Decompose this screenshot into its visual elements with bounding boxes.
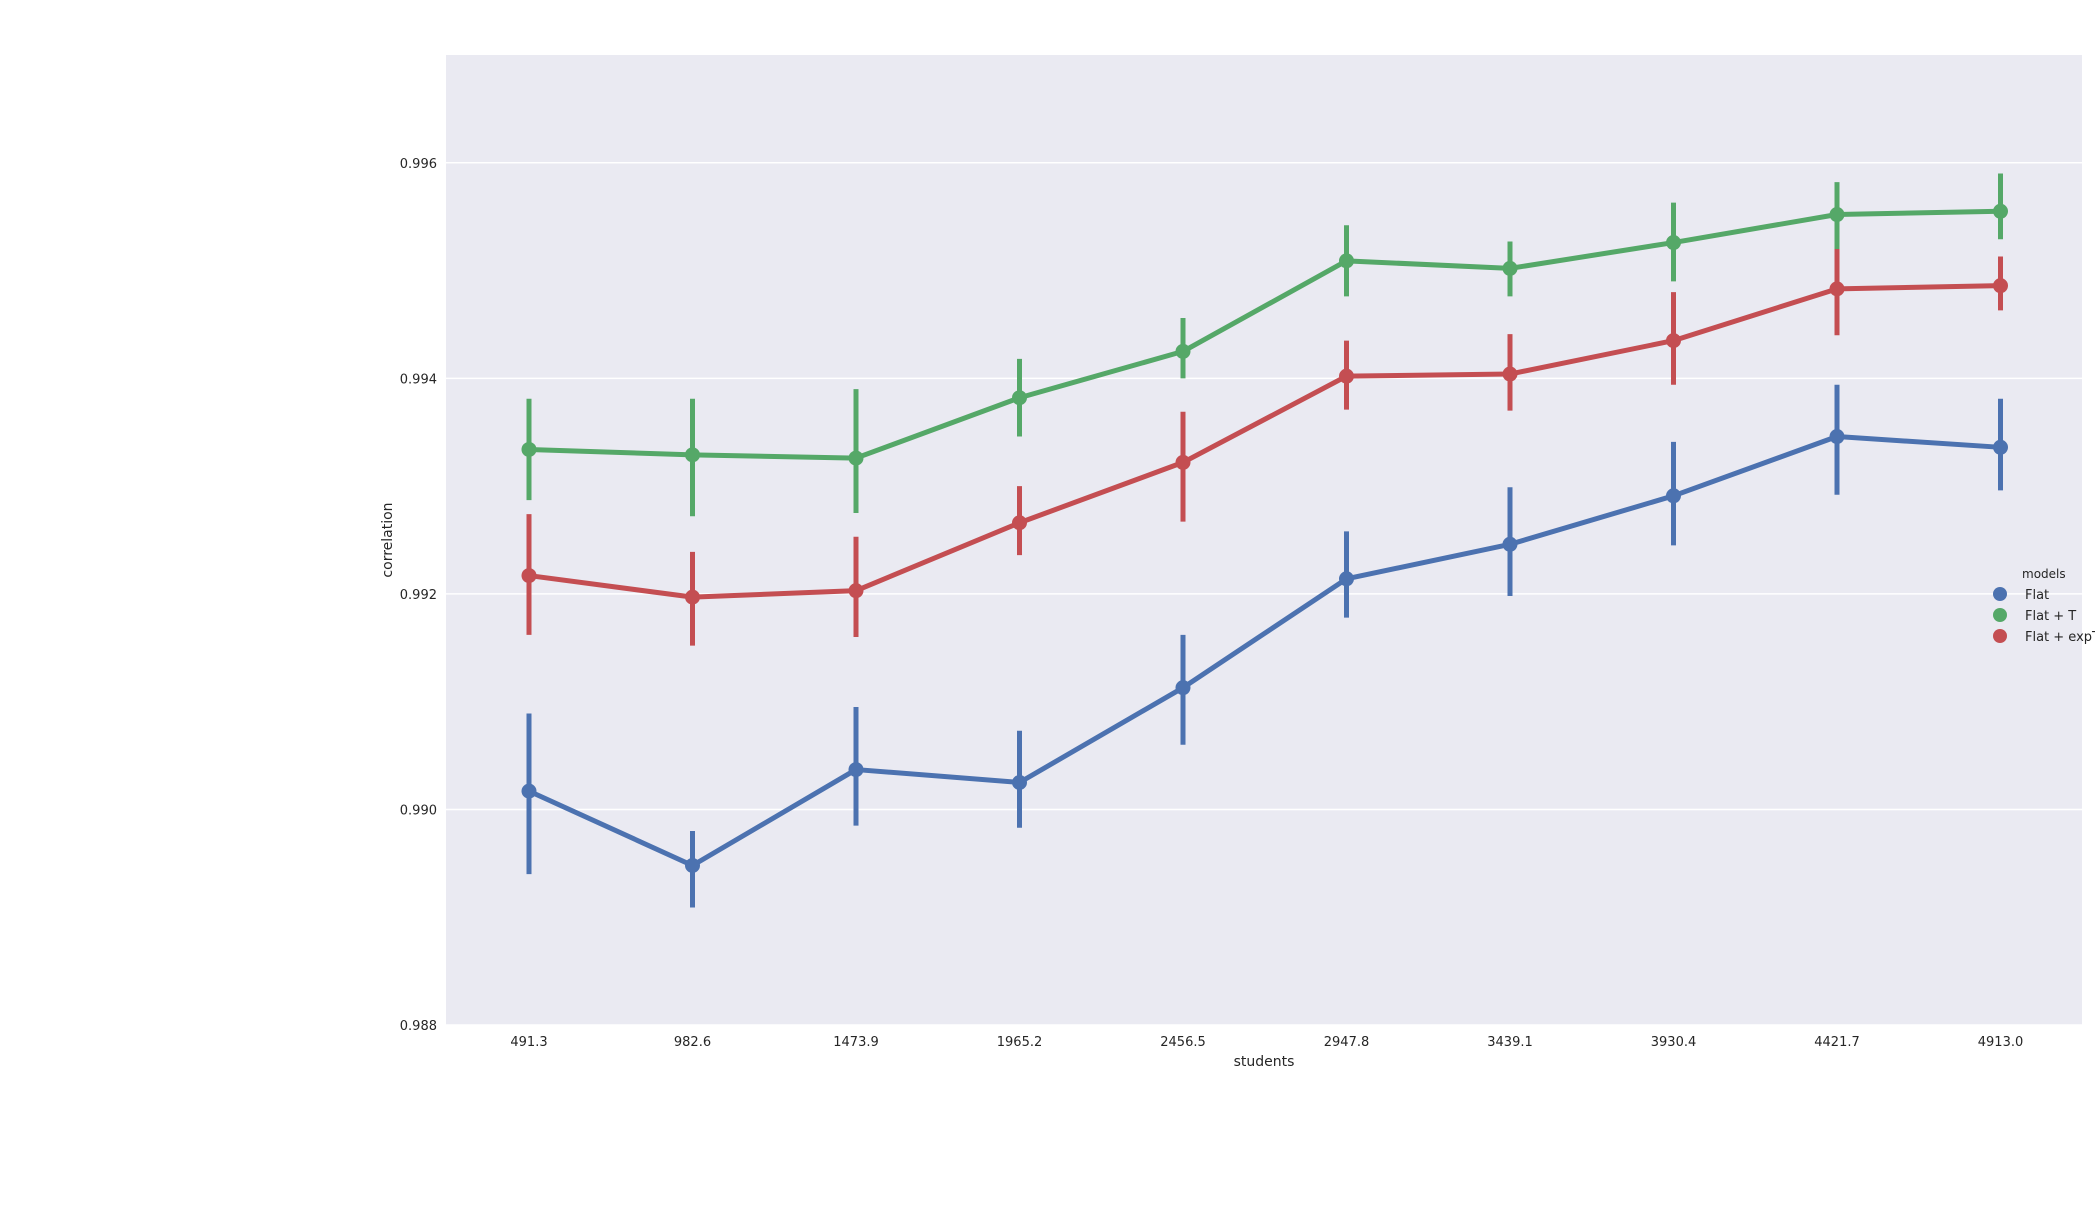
data-point: [1502, 366, 1518, 382]
x-tick-label: 491.3: [510, 1035, 547, 1050]
legend: models Flat Flat + T Flat + expT: [1993, 567, 2095, 645]
x-tick-label: 2947.8: [1324, 1035, 1370, 1050]
x-tick-label: 1965.2: [997, 1035, 1043, 1050]
data-point: [1175, 680, 1191, 696]
x-tick-label: 4913.0: [1978, 1035, 2024, 1050]
legend-label: Flat + expT: [2025, 630, 2095, 645]
series-line: [527, 434, 2001, 868]
y-tick-label: 0.996: [400, 157, 437, 172]
data-point: [1012, 515, 1027, 531]
data-point: [1829, 429, 1845, 445]
series-line: [528, 283, 2001, 600]
plot-background: [446, 55, 2082, 1025]
data-point: [1012, 390, 1027, 406]
legend-marker: [1993, 629, 2007, 643]
data-point: [1993, 439, 2008, 455]
x-tick-label: 3930.4: [1651, 1035, 1697, 1050]
data-point: [1339, 571, 1354, 587]
data-point: [1502, 536, 1518, 552]
y-tick-label: 0.988: [400, 1019, 437, 1034]
data-point: [1666, 488, 1681, 504]
y-tick-label: 0.990: [400, 803, 437, 818]
data-point: [1993, 203, 2008, 219]
x-tick-label: 1473.9: [833, 1035, 879, 1050]
x-tick-label: 4421.7: [1814, 1035, 1860, 1050]
data-point: [521, 783, 537, 799]
data-point: [1666, 235, 1681, 251]
legend-label: Flat: [2025, 588, 2049, 603]
series-flat: [521, 384, 2008, 908]
series-flat-expt: [521, 249, 2008, 646]
legend-title: models: [2022, 567, 2066, 581]
data-point: [685, 589, 700, 605]
series-line: [528, 208, 2001, 461]
data-point: [1993, 278, 2008, 294]
legend-label: Flat + T: [2025, 609, 2076, 624]
series-flat-t: [521, 173, 2008, 517]
data-point: [848, 583, 864, 599]
data-point: [521, 568, 537, 584]
data-point: [1339, 253, 1354, 269]
y-tick-label: 0.992: [400, 588, 437, 603]
x-tick-label: 982.6: [674, 1035, 711, 1050]
data-point: [1175, 343, 1191, 359]
legend-marker: [1993, 608, 2007, 622]
y-axis: 0.988 0.990 0.992 0.994 0.996: [400, 157, 437, 1034]
data-point: [685, 857, 700, 873]
data-point: [1339, 368, 1354, 384]
data-point: [1829, 281, 1845, 297]
x-axis: 491.3 982.6 1473.9 1965.2 2456.5 2947.8 3439.1…: [510, 1035, 2023, 1050]
data-point: [685, 447, 700, 463]
data-point: [1829, 207, 1845, 223]
legend-marker: [1993, 587, 2007, 601]
data-point: [1175, 454, 1191, 470]
y-tick-label: 0.994: [400, 372, 437, 387]
x-tick-label: 2456.5: [1160, 1035, 1206, 1050]
data-point: [1666, 333, 1681, 349]
y-axis-title: correlation: [380, 502, 396, 577]
x-axis-title: students: [1234, 1054, 1295, 1070]
data-point: [521, 441, 537, 457]
data-point: [848, 450, 864, 466]
data-point: [1502, 260, 1518, 276]
data-point: [848, 762, 864, 778]
data-point: [1012, 775, 1027, 790]
x-tick-label: 3439.1: [1487, 1035, 1533, 1050]
series-layer: [521, 173, 2008, 908]
